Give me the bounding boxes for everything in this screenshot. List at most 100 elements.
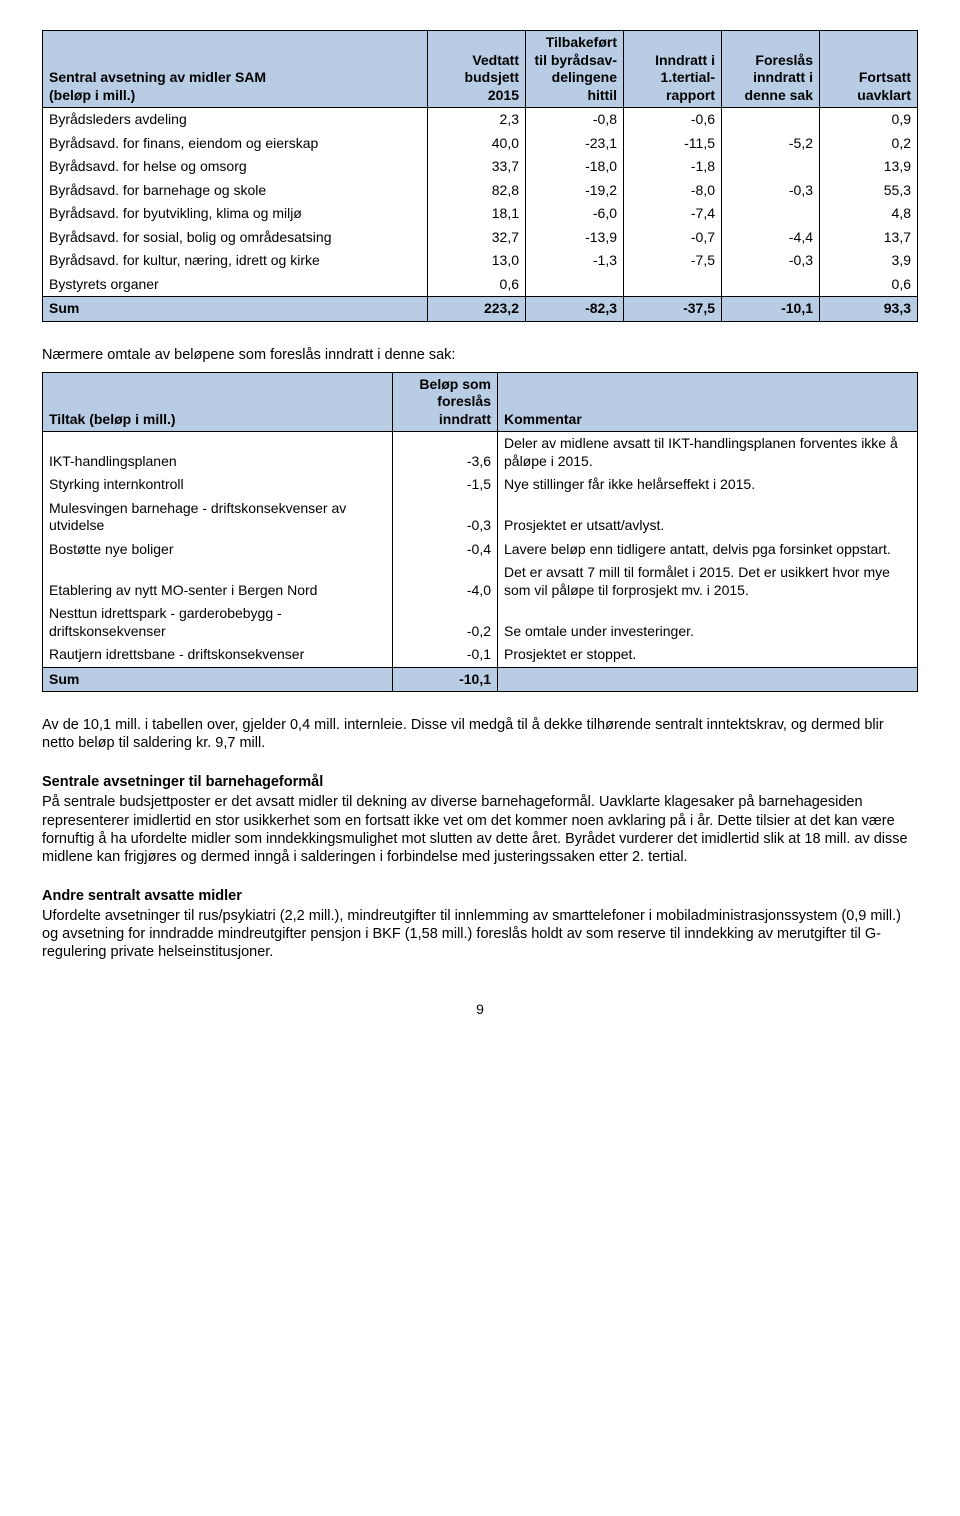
tiltak-label: Bostøtte nye boliger (43, 538, 393, 562)
row-value: -23,1 (526, 132, 624, 156)
row-label: Byrådsavd. for barnehage og skole (43, 179, 428, 203)
row-label: Bystyrets organer (43, 273, 428, 297)
row-label: Byrådsavd. for helse og omsorg (43, 155, 428, 179)
table-row: Rautjern idrettsbane - driftskonsekvense… (43, 643, 918, 667)
hdr1a: Vedtatt (472, 52, 519, 68)
table-row: Etablering av nytt MO-senter i Bergen No… (43, 561, 918, 602)
sum-label: Sum (43, 297, 428, 322)
row-value: -11,5 (624, 132, 722, 156)
row-label: Byrådsavd. for kultur, næring, idrett og… (43, 249, 428, 273)
row-label: Byrådsleders avdeling (43, 108, 428, 132)
tiltak-label: Rautjern idrettsbane - driftskonsekvense… (43, 643, 393, 667)
table-row: Bystyrets organer0,60,6 (43, 273, 918, 297)
tiltak-label: IKT-handlingsplanen (43, 432, 393, 474)
hdr2c: delingene (552, 69, 617, 85)
tiltak-kommentar: Lavere beløp enn tidligere antatt, delvi… (498, 538, 918, 562)
col-vedtatt-header: Vedtatt budsjett 2015 (428, 31, 526, 108)
col-fortsatt-header: Fortsatt uavklart (820, 31, 918, 108)
t2-hdr-c1a: Beløp som (419, 376, 491, 392)
row-value: -8,0 (624, 179, 722, 203)
page-number: 9 (42, 1001, 918, 1017)
row-value: 33,7 (428, 155, 526, 179)
row-value: -7,5 (624, 249, 722, 273)
row-value: 18,1 (428, 202, 526, 226)
row-value: 0,2 (820, 132, 918, 156)
table-row: IKT-handlingsplanen-3,6Deler av midlene … (43, 432, 918, 474)
paragraph-1: Av de 10,1 mill. i tabellen over, gjelde… (42, 716, 918, 752)
t2-hdr-c1b: foreslås (437, 393, 491, 409)
table-row: Byrådsavd. for kultur, næring, idrett og… (43, 249, 918, 273)
tiltak-label: Styrking internkontroll (43, 473, 393, 497)
paragraph-2: På sentrale budsjettposter er det avsatt… (42, 793, 918, 866)
tiltak-kommentar: Deler av midlene avsatt til IKT-handling… (498, 432, 918, 474)
tiltak-label: Nesttun idrettspark - garderobebygg - dr… (43, 602, 393, 643)
hdr2a: Tilbakeført (546, 34, 617, 50)
tiltak-kommentar: Nye stillinger får ikke helårseffekt i 2… (498, 473, 918, 497)
row-value: 40,0 (428, 132, 526, 156)
table-row: Byrådsavd. for barnehage og skole82,8-19… (43, 179, 918, 203)
tiltak-value: -4,0 (393, 561, 498, 602)
tiltak-kommentar: Prosjektet er stoppet. (498, 643, 918, 667)
hdr5b: uavklart (857, 87, 911, 103)
row-value: -0,6 (624, 108, 722, 132)
t2-hdr-c2: Kommentar (498, 372, 918, 432)
hdr1c: 2015 (488, 87, 519, 103)
t2-sum-blank (498, 667, 918, 692)
col-label-header: Sentral avsetning av midler SAM (beløp i… (43, 31, 428, 108)
tiltak-value: -0,3 (393, 497, 498, 538)
row-value: -0,3 (722, 249, 820, 273)
row-value (722, 273, 820, 297)
tiltak-label: Mulesvingen barnehage - driftskonsekvens… (43, 497, 393, 538)
hdr5a: Fortsatt (859, 69, 911, 85)
row-value (624, 273, 722, 297)
t2-hdr-c0: Tiltak (beløp i mill.) (43, 372, 393, 432)
tiltak-value: -0,1 (393, 643, 498, 667)
hdr3b: 1.tertial- (661, 69, 715, 85)
sum-v3: -10,1 (722, 297, 820, 322)
row-value: -0,8 (526, 108, 624, 132)
tiltak-value: -0,4 (393, 538, 498, 562)
row-value: -13,9 (526, 226, 624, 250)
row-value: 0,9 (820, 108, 918, 132)
row-value: -5,2 (722, 132, 820, 156)
t2-hdr-c1c: inndratt (439, 411, 491, 427)
caption-narmere: Nærmere omtale av beløpene som foreslås … (42, 346, 918, 364)
tiltak-kommentar: Det er avsatt 7 mill til formålet i 2015… (498, 561, 918, 602)
hdr1b: budsjett (465, 69, 519, 85)
table2-header: Tiltak (beløp i mill.) Beløp som foreslå… (43, 372, 918, 432)
row-value: -1,3 (526, 249, 624, 273)
t2-sum-v: -10,1 (393, 667, 498, 692)
hdr3c: rapport (666, 87, 715, 103)
row-value: -19,2 (526, 179, 624, 203)
row-value: -18,0 (526, 155, 624, 179)
table-row: Mulesvingen barnehage - driftskonsekvens… (43, 497, 918, 538)
row-label: Byrådsavd. for sosial, bolig og områdesa… (43, 226, 428, 250)
row-value: 0,6 (428, 273, 526, 297)
t2-sum-label: Sum (43, 667, 393, 692)
t2-hdr-c1: Beløp som foreslås inndratt (393, 372, 498, 432)
table-tiltak: Tiltak (beløp i mill.) Beløp som foreslå… (42, 372, 918, 693)
row-value: -0,7 (624, 226, 722, 250)
row-value: -0,3 (722, 179, 820, 203)
heading-andre: Andre sentralt avsatte midler (42, 888, 918, 904)
tiltak-value: -3,6 (393, 432, 498, 474)
table2-sum-row: Sum -10,1 (43, 667, 918, 692)
col-inndratt-header: Inndratt i 1.tertial- rapport (624, 31, 722, 108)
sum-v2: -37,5 (624, 297, 722, 322)
row-value: 2,3 (428, 108, 526, 132)
row-value (526, 273, 624, 297)
row-value: -4,4 (722, 226, 820, 250)
heading-barnehage: Sentrale avsetninger til barnehageformål (42, 774, 918, 790)
tiltak-value: -0,2 (393, 602, 498, 643)
table-row: Byrådsavd. for finans, eiendom og eiersk… (43, 132, 918, 156)
row-value: 4,8 (820, 202, 918, 226)
tiltak-value: -1,5 (393, 473, 498, 497)
row-value: 13,7 (820, 226, 918, 250)
row-value: 3,9 (820, 249, 918, 273)
table-row: Byrådsleders avdeling2,3-0,8-0,6 0,9 (43, 108, 918, 132)
row-value: -6,0 (526, 202, 624, 226)
hdr0b: (beløp i mill.) (49, 87, 135, 103)
tiltak-kommentar: Se omtale under investeringer. (498, 602, 918, 643)
row-value: -1,8 (624, 155, 722, 179)
hdr3a: Inndratt i (655, 52, 715, 68)
